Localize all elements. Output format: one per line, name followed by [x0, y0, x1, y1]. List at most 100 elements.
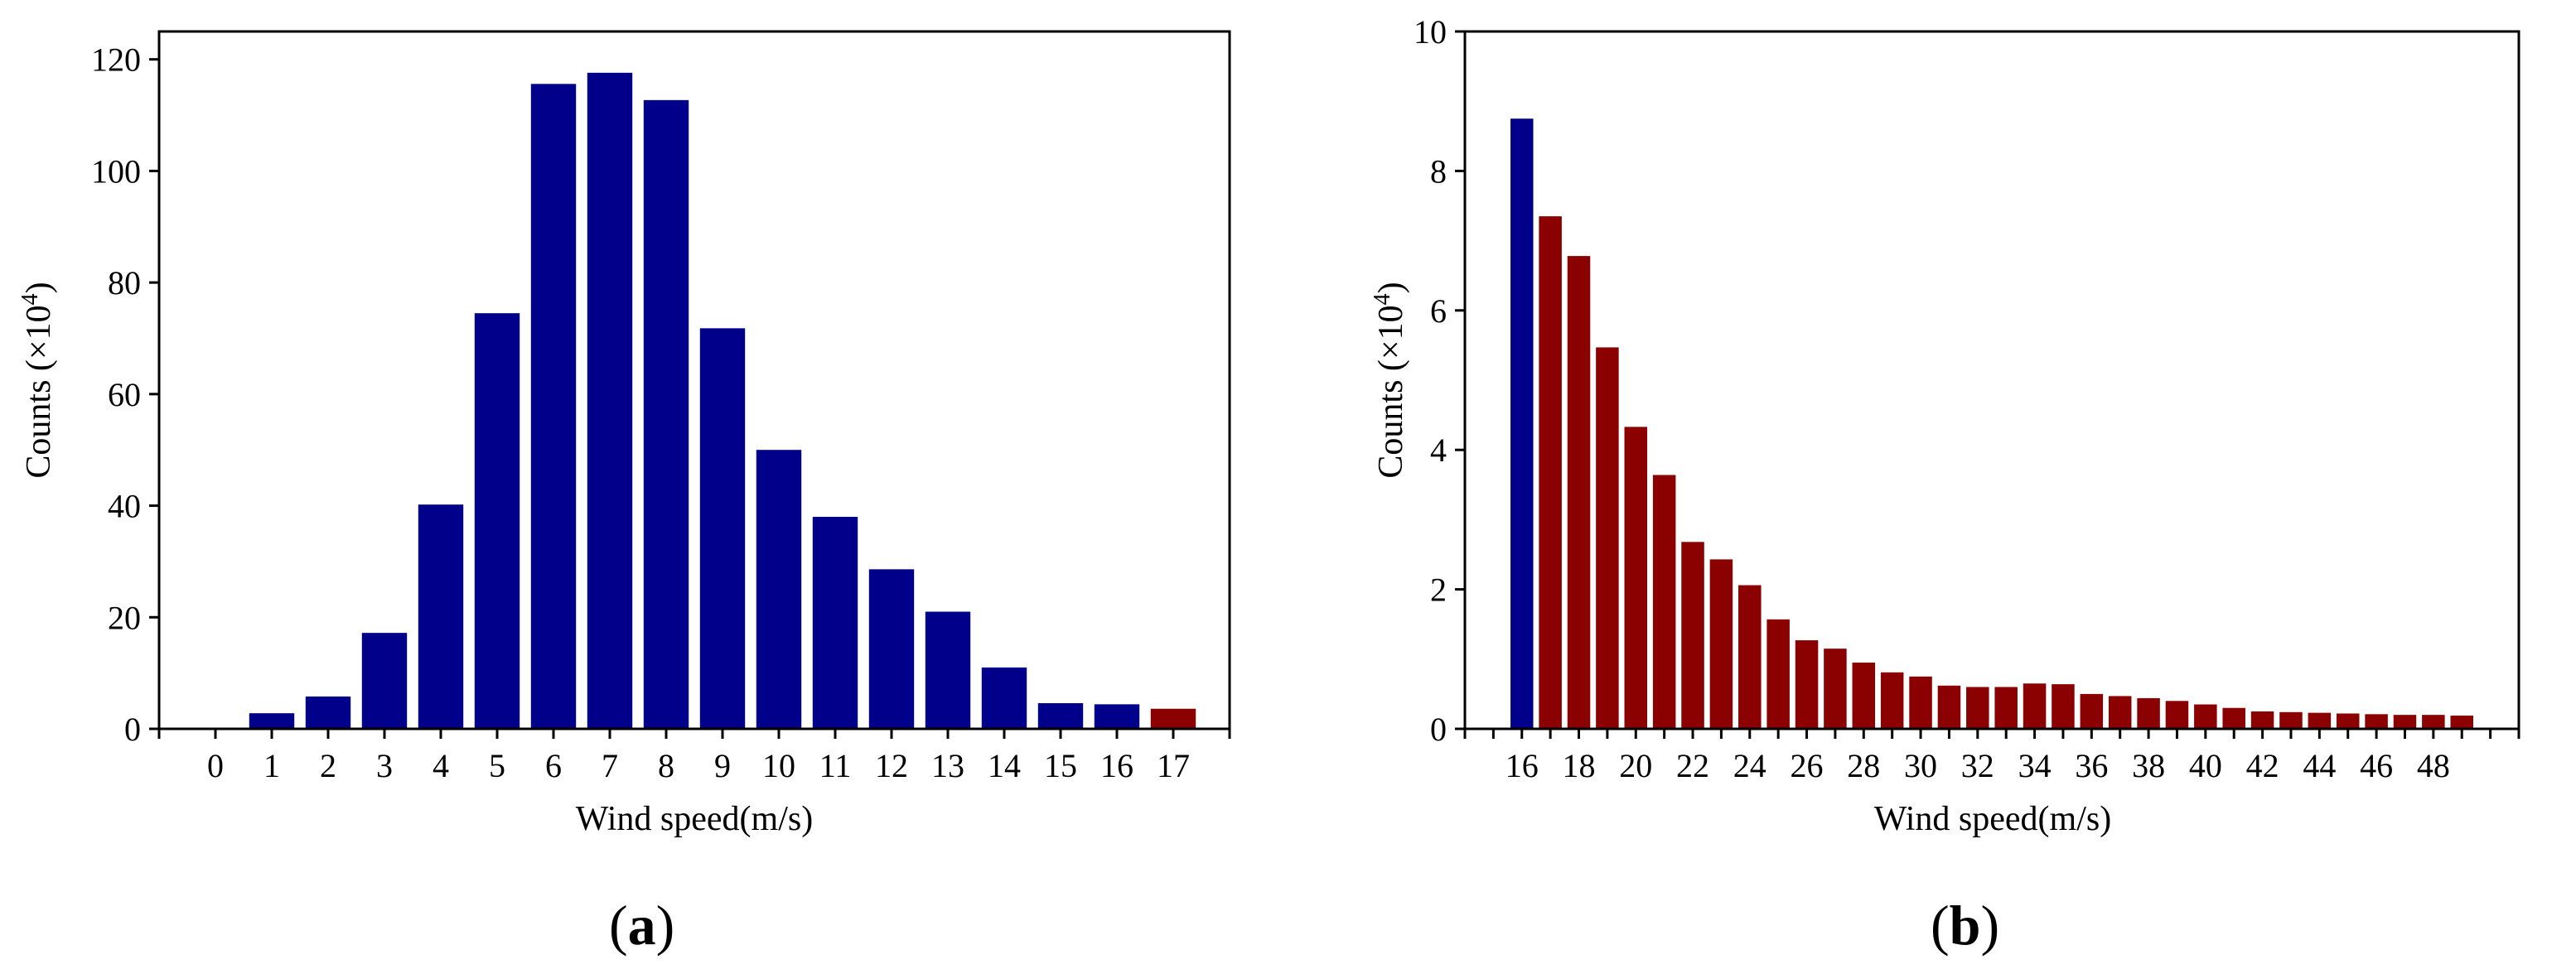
panel-b-bar-17 [1539, 216, 1562, 729]
panel-b-bar-16 [1510, 118, 1534, 729]
panel-b-x-tick-label-38: 38 [2132, 747, 2165, 784]
panel-b-bar-20 [1624, 427, 1648, 729]
panel-a-bar-10 [756, 450, 802, 729]
panel-a-bar-6 [530, 84, 577, 729]
panel-a-bars [249, 72, 1196, 730]
panel-a-x-tick-label-2: 2 [320, 747, 336, 784]
panel-a-x-tick-label-16: 16 [1100, 747, 1133, 784]
panel-a-axes-frame [157, 30, 1231, 730]
panel-b-caption: (b) [1931, 894, 1999, 957]
panel-b-axes-frame [1463, 30, 2520, 730]
panel-a-x-tick-label-14: 14 [988, 747, 1021, 784]
panel-b-bar-34 [2023, 683, 2047, 729]
panel-b-bar-22 [1681, 542, 1704, 729]
panel-a-bar-2 [305, 696, 351, 729]
panel-a-bar-12 [868, 569, 915, 729]
panel-a-x-tick-label-4: 4 [433, 747, 449, 784]
panel-b-bar-25 [1766, 619, 1790, 729]
panel-b-bar-38 [2137, 697, 2160, 729]
panel-a-y-axis-title: Counts (×104) [17, 282, 59, 478]
panel-a-x-tick-label-13: 13 [931, 747, 964, 784]
panel-b-y-tick-label-8: 8 [1430, 152, 1447, 190]
panel-a-x-tick-label-8: 8 [658, 747, 674, 784]
panel-a-y-tick-label-0: 0 [124, 711, 141, 748]
panel-a-y-tick-label-20: 20 [108, 599, 141, 636]
panel-a-x-tick-label-7: 7 [602, 747, 618, 784]
panel-a-x-tick-label-1: 1 [263, 747, 280, 784]
panel-a-x-axis: 0 1 2 3 4 5 6 7 8 9 10 11 12 13 14 15 16 17 [157, 729, 1231, 784]
panel-a-bar-13 [925, 611, 971, 729]
panel-a-caption: (a) [609, 894, 674, 957]
panel-b-bar-35 [2052, 684, 2075, 729]
panel-a-bar-8 [643, 99, 689, 730]
panel-a-bar-11 [812, 517, 858, 729]
panel-b-bar-47 [2393, 715, 2417, 729]
panel-b-bar-33 [1994, 687, 2018, 729]
panel-b-bar-37 [2108, 696, 2132, 729]
panel-b-x-tick-label-20: 20 [1619, 747, 1652, 784]
panel-b-bar-36 [2080, 693, 2104, 729]
panel-b-bar-30 [1909, 676, 1932, 729]
panel-a-bar-5 [474, 313, 520, 729]
panel-a-bar-16 [1094, 704, 1140, 729]
panel-a-bar-4 [418, 504, 464, 729]
panel-a-x-tick-label-9: 9 [714, 747, 731, 784]
panel-b-bar-26 [1795, 640, 1819, 729]
panel-a-x-tick-label-6: 6 [545, 747, 562, 784]
panel-b-x-tick-label-48: 48 [2417, 747, 2450, 784]
panel-a-y-tick-label-120: 120 [91, 41, 141, 79]
panel-b-bar-23 [1709, 559, 1733, 729]
panel-a-x-tick-label-5: 5 [489, 747, 505, 784]
panel-b-x-tick-label-24: 24 [1733, 747, 1766, 784]
panel-a-bar-14 [981, 667, 1027, 729]
panel-b-y-tick-label-4: 4 [1430, 432, 1447, 469]
panel-b-bar-28 [1852, 663, 1876, 729]
panel-b-y-axis-title: Counts (×104) [1370, 282, 1411, 478]
panel-b-x-tick-label-42: 42 [2246, 747, 2279, 784]
panel-b-y-tick-label-6: 6 [1430, 292, 1447, 330]
panel-b-bar-45 [2336, 713, 2360, 729]
panel-b-x-axis: 16 18 20 22 24 26 28 30 32 34 36 38 40 42 44 46 48 [1463, 729, 2520, 784]
panel-b-bar-31 [1937, 685, 1961, 729]
panel-b-bar-48 [2422, 715, 2445, 729]
panel-b-x-tick-label-26: 26 [1791, 747, 1824, 784]
panel-b-bar-21 [1652, 475, 1676, 729]
panel-b-bar-27 [1824, 649, 1847, 729]
panel-b-x-tick-label-32: 32 [1961, 747, 1994, 784]
panel-b-bar-41 [2222, 707, 2245, 729]
panel-b-x-tick-label-18: 18 [1563, 747, 1596, 784]
panel-a-y-tick-label-80: 80 [108, 264, 141, 301]
panel-b-x-tick-label-30: 30 [1904, 747, 1937, 784]
panel-b-x-tick-label-36: 36 [2075, 747, 2108, 784]
panel-b-bar-44 [2308, 712, 2332, 729]
panel-b-y-tick-label-10: 10 [1414, 13, 1447, 51]
panel-b-bar-32 [1966, 687, 1989, 729]
panel-a-bar-7 [587, 72, 633, 730]
panel-b-x-tick-label-16: 16 [1505, 747, 1539, 784]
panel-a-x-tick-label-10: 10 [762, 747, 795, 784]
panel-a-bar-9 [699, 328, 746, 729]
panel-b-x-tick-label-28: 28 [1847, 747, 1880, 784]
panel-b-x-tick-label-44: 44 [2303, 747, 2336, 784]
panel-b-y-tick-label-0: 0 [1430, 711, 1447, 748]
panel-a-y-tick-label-100: 100 [91, 152, 141, 190]
panel-b-bar-18 [1567, 256, 1591, 729]
panel-b-bar-42 [2250, 711, 2274, 729]
panel-a-x-tick-label-15: 15 [1044, 747, 1077, 784]
panel-a-x-tick-label-11: 11 [819, 747, 852, 784]
panel-b-bar-24 [1738, 585, 1762, 729]
panel-b-x-tick-label-40: 40 [2189, 747, 2222, 784]
panel-a-y-axis: 0 20 40 60 80 100 120 [91, 41, 159, 748]
panel-b-x-tick-label-46: 46 [2360, 747, 2393, 784]
panel-b-x-tick-label-22: 22 [1676, 747, 1709, 784]
panel-a-x-tick-label-3: 3 [376, 747, 393, 784]
panel-b-bar-40 [2194, 704, 2217, 729]
panel-a-x-tick-label-17: 17 [1157, 747, 1190, 784]
panel-a-bar-17 [1150, 708, 1196, 729]
panel-a-bar-1 [249, 713, 295, 729]
panel-a-x-tick-label-12: 12 [875, 747, 908, 784]
